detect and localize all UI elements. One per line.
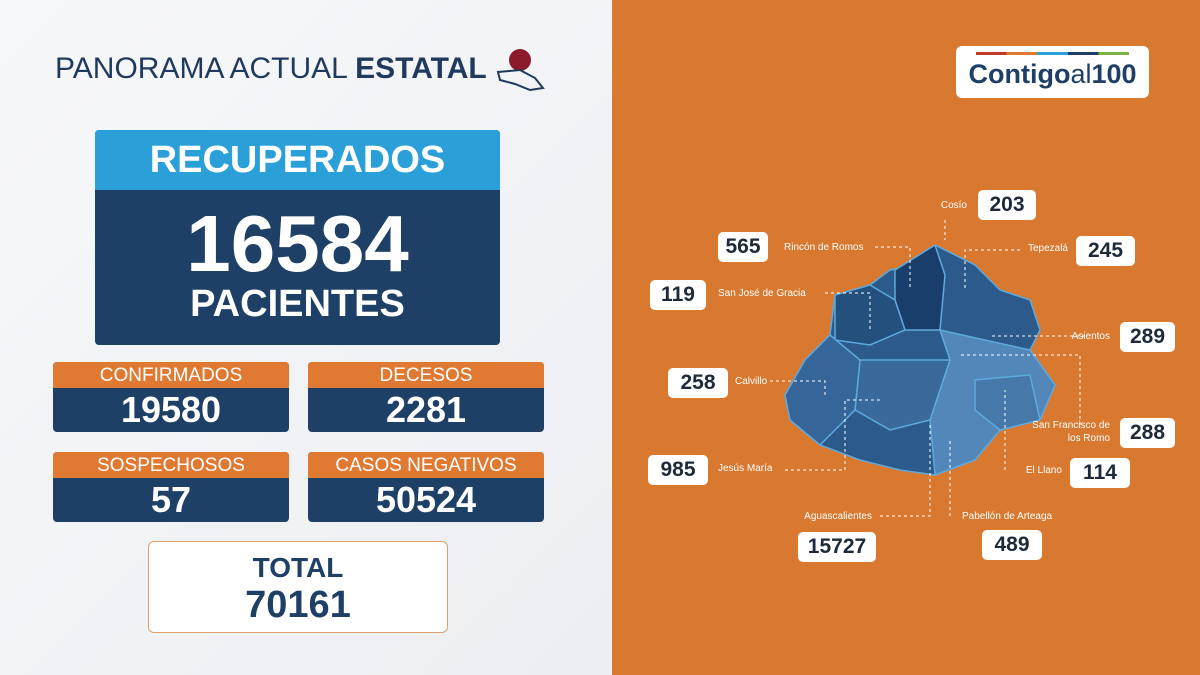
stat-label: SOSPECHOSOS bbox=[53, 452, 289, 478]
municipality-value: 203 bbox=[978, 190, 1036, 220]
municipality-name: Calvillo bbox=[735, 376, 768, 387]
logo-part: Contigo bbox=[968, 59, 1071, 89]
pin-icon bbox=[509, 49, 531, 71]
stat-label: CASOS NEGATIVOS bbox=[308, 452, 544, 478]
municipality-value: 565 bbox=[718, 232, 768, 262]
stat-label: DECESOS bbox=[308, 362, 544, 388]
stat-value: 57 bbox=[150, 479, 192, 520]
total-label: TOTAL bbox=[252, 552, 344, 583]
municipality-value: 114 bbox=[1070, 458, 1130, 488]
municipality-value: 985 bbox=[648, 455, 708, 485]
stat-card: DECESOS 2281 bbox=[308, 362, 544, 432]
recovered-label: RECUPERADOS bbox=[95, 130, 500, 190]
municipality-name: Jesús María bbox=[718, 463, 773, 474]
municipality-value: 288 bbox=[1120, 418, 1175, 448]
mexico-icon bbox=[496, 68, 545, 92]
municipality-value: 119 bbox=[650, 280, 706, 310]
municipality-value: 489 bbox=[982, 530, 1042, 560]
municipality-name: San José de Gracia bbox=[718, 288, 806, 299]
municipality-name: Asientos bbox=[1071, 331, 1110, 342]
stat-card: CONFIRMADOS 19580 bbox=[53, 362, 289, 432]
stat-value: 19580 bbox=[120, 389, 222, 430]
logo-bar bbox=[976, 52, 1129, 55]
stat-value: 50524 bbox=[375, 479, 477, 520]
map bbox=[784, 243, 1056, 477]
municipality-name: Rincón de Romos bbox=[784, 242, 864, 253]
title-bold: ESTATAL bbox=[355, 52, 487, 85]
total-card: TOTAL 70161 bbox=[148, 541, 448, 633]
municipality-name: Tepezalá bbox=[1027, 243, 1068, 254]
municipality-name: El Llano bbox=[1025, 465, 1062, 476]
logo-part: 100 bbox=[1091, 59, 1137, 89]
municipality-name: Pabellón de Arteaga bbox=[962, 511, 1053, 522]
municipality-value: 258 bbox=[668, 368, 728, 398]
logo: Contigoal100 bbox=[956, 46, 1149, 98]
title: PANORAMA ACTUAL ESTATAL bbox=[55, 52, 487, 86]
stat-card: CASOS NEGATIVOS 50524 bbox=[308, 452, 544, 522]
stat-card: SOSPECHOSOS 57 bbox=[53, 452, 289, 522]
stat-value: 2281 bbox=[385, 389, 467, 430]
recovered-card: RECUPERADOS 16584 PACIENTES bbox=[95, 130, 500, 345]
leader-lines bbox=[770, 220, 1085, 517]
municipality-name: Cosío bbox=[940, 200, 967, 211]
logo-part: al bbox=[1070, 59, 1092, 89]
stat-label: CONFIRMADOS bbox=[53, 362, 289, 388]
municipality-value: 245 bbox=[1076, 236, 1135, 266]
recovered-value: 16584 bbox=[186, 199, 409, 288]
municipality-name: San Francisco de los Romo bbox=[1032, 420, 1110, 444]
municipality-value: 289 bbox=[1120, 322, 1175, 352]
municipality-value: 15727 bbox=[798, 532, 876, 562]
total-value: 70161 bbox=[245, 584, 351, 626]
municipality-name: Aguascalientes bbox=[804, 511, 872, 522]
recovered-unit: PACIENTES bbox=[190, 283, 405, 325]
title-light: PANORAMA ACTUAL bbox=[55, 52, 347, 85]
